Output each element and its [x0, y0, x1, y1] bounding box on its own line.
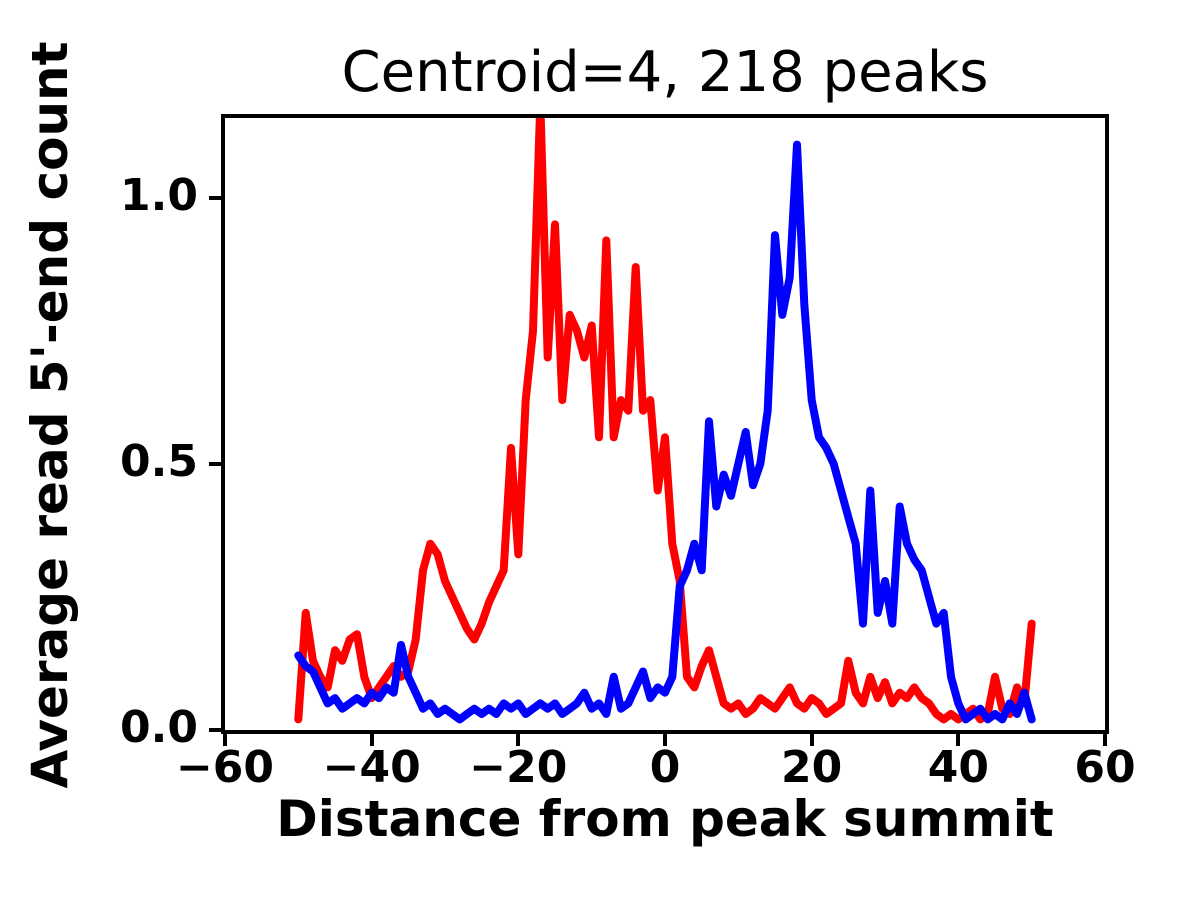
- x-tick-mark: [223, 734, 227, 746]
- plot-area: [221, 114, 1109, 734]
- x-tick-label: 20: [781, 742, 843, 793]
- y-tick-mark: [209, 461, 221, 466]
- y-tick-label: 1.0: [120, 169, 198, 221]
- y-axis-label: Average read 5'-end count: [21, 41, 79, 789]
- x-tick-mark: [1103, 734, 1107, 746]
- x-tick-label: −20: [469, 742, 568, 793]
- x-tick-mark: [809, 734, 814, 746]
- x-axis-label: Distance from peak summit: [276, 790, 1054, 848]
- x-tick-label: −60: [175, 742, 275, 793]
- chart-title: Centroid=4, 218 peaks: [341, 40, 989, 105]
- red-line-series: [294, 118, 1036, 724]
- x-tick-mark: [516, 734, 521, 746]
- y-tick-label: 0.5: [120, 435, 198, 487]
- x-tick-label: 60: [1074, 742, 1136, 793]
- y-tick-mark: [209, 728, 221, 732]
- x-tick-mark: [369, 734, 374, 746]
- y-tick-label: 0.0: [120, 702, 198, 753]
- plot-canvas: [294, 118, 1036, 724]
- y-tick-mark: [209, 195, 221, 200]
- x-tick-label: 0: [649, 742, 681, 793]
- blue-line-series: [294, 140, 1036, 724]
- x-tick-mark: [956, 734, 961, 746]
- x-tick-label: −40: [322, 742, 421, 793]
- x-tick-mark: [663, 734, 667, 746]
- x-tick-label: 40: [927, 742, 989, 793]
